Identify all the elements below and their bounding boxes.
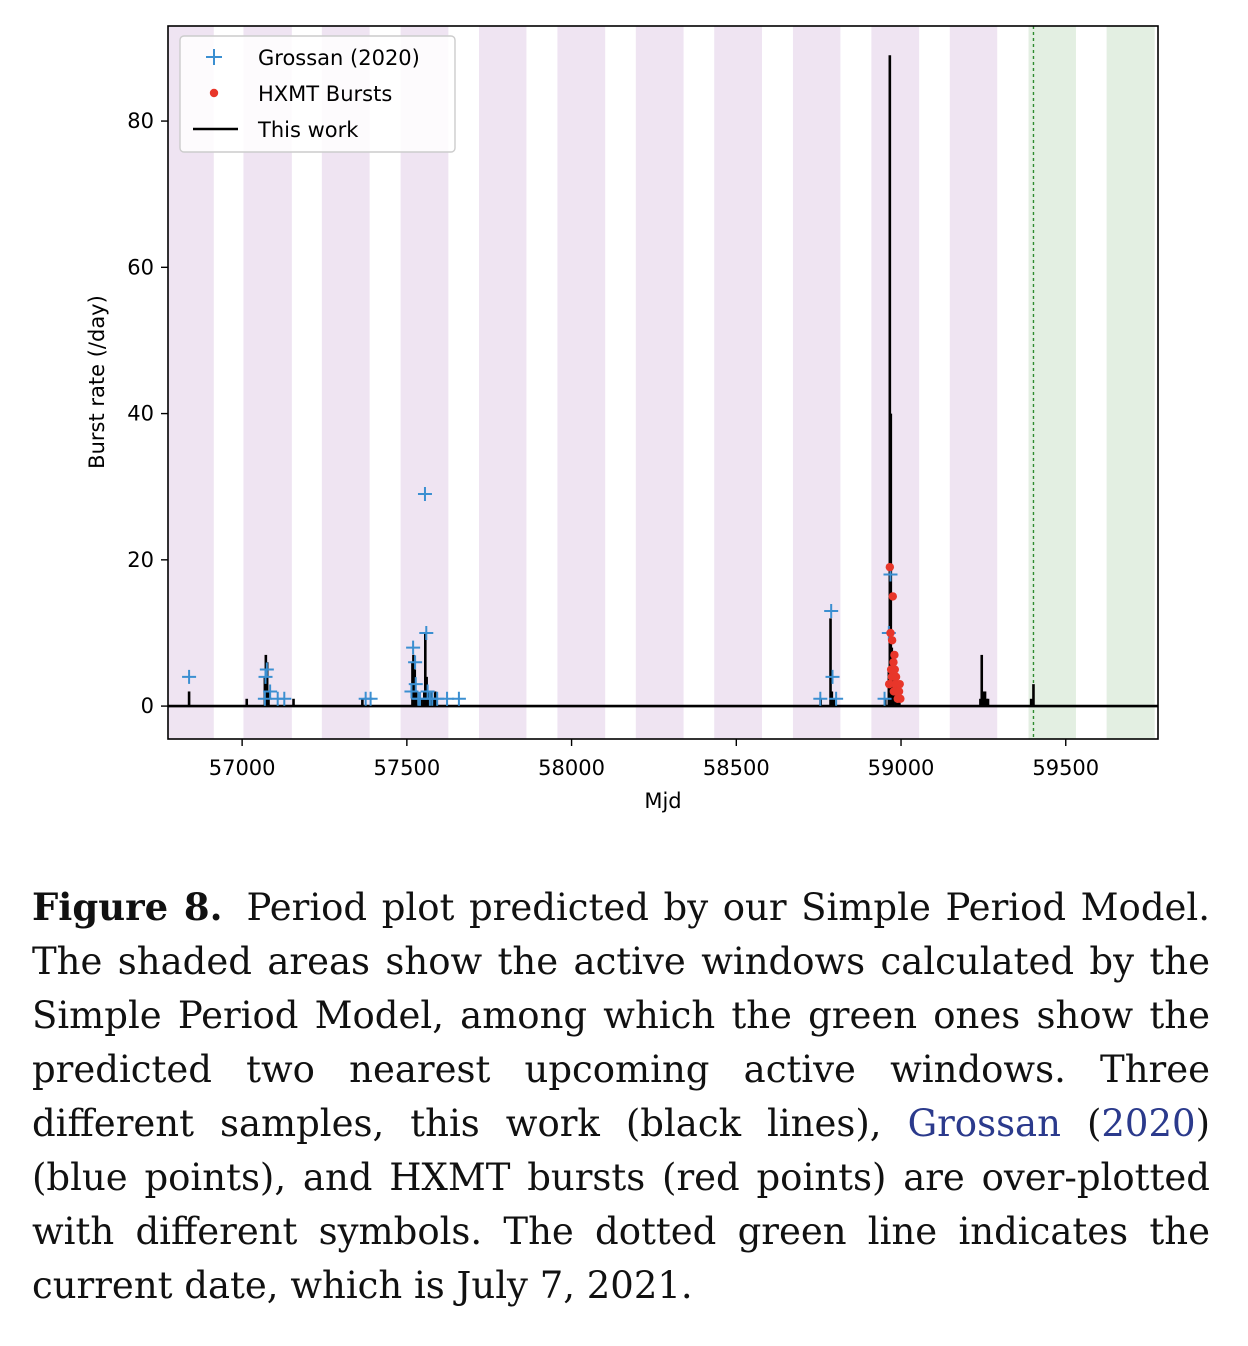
hxmt-point-9: [890, 650, 899, 660]
grossan-point-25: [825, 669, 840, 684]
legend-box: [179, 35, 456, 153]
citation-author-link[interactable]: Grossan: [907, 1102, 1061, 1145]
x-tick-label-5: 59500: [1032, 756, 1099, 780]
hxmt-point-12: [891, 672, 901, 682]
grossan-point-9: [404, 684, 419, 699]
plot-frame: [167, 25, 1159, 740]
y-axis-label: Burst rate (/day): [85, 295, 109, 469]
y-tick-label-0: 0: [141, 694, 154, 718]
grossan-point-6: [277, 691, 292, 706]
legend-plus-marker: [206, 49, 222, 65]
caption-text-1: Period plot predicted by our Simple Peri…: [32, 886, 1211, 1145]
caption-text-2: (: [1060, 1102, 1102, 1145]
grossan-point-27: [877, 691, 892, 706]
grossan-point-26: [829, 691, 844, 706]
y-tick-label-2: 40: [127, 402, 154, 426]
x-tick-label-3: 58500: [703, 756, 770, 780]
grossan-point-23: [813, 691, 828, 706]
x-tick-label-2: 58000: [538, 756, 605, 780]
grossan-point-22: [451, 691, 466, 706]
y-tick-label-3: 60: [127, 255, 154, 279]
active-window-green-1: [1106, 26, 1155, 739]
grossan-point-12: [408, 677, 423, 692]
active-window-purple-5: [557, 26, 606, 739]
active-window-purple-8: [792, 26, 841, 739]
legend-label-hxmt: HXMT Bursts: [258, 82, 392, 106]
hxmt-point-5: [887, 636, 897, 645]
x-tick-label-0: 57000: [209, 756, 276, 780]
hxmt-point-0: [884, 679, 894, 689]
y-tick-label-1: 20: [127, 548, 154, 572]
legend-label-grossan: Grossan (2020): [258, 46, 420, 70]
x-tick-label-1: 57500: [373, 756, 440, 780]
grossan-point-2: [258, 669, 273, 684]
grossan-point-24: [824, 604, 839, 619]
grossan-point-15: [417, 487, 432, 502]
x-axis-label: Mjd: [644, 789, 681, 813]
x-tick-label-4: 59000: [868, 756, 935, 780]
hxmt-point-7: [889, 658, 898, 667]
axes: 57000 57500 58000 58500 59000 59500 0 20 40 60 80: [127, 109, 1099, 780]
grossan-point-4: [263, 684, 278, 699]
grossan-point-0: [182, 669, 197, 684]
legend-dot-marker: [209, 88, 219, 98]
burst-rate-chart: 57000 57500 58000 58500 59000 59500020406080 …: [85, 25, 1159, 813]
hxmt-point-2: [886, 628, 895, 638]
grossan-point-10: [406, 640, 421, 655]
active-window-purple-4: [479, 26, 527, 739]
active-window-purple-9: [871, 26, 920, 739]
legend: Grossan (2020) HXMT Bursts This work: [179, 35, 456, 153]
active-window-purple-6: [635, 26, 684, 739]
hxmt-point-1: [885, 562, 895, 572]
legend-label-this-work: This work: [257, 118, 359, 142]
active-window-purple-10: [949, 26, 998, 739]
caption-text-3: ) (blue points), and HXMT bursts (red po…: [32, 1102, 1210, 1307]
grossan-point-8: [363, 691, 378, 706]
citation-year-link[interactable]: 2020: [1101, 1102, 1196, 1145]
active-window-purple-7: [714, 26, 762, 739]
grossan-point-21: [440, 691, 455, 706]
grossan-point-11: [408, 655, 423, 670]
hxmt-point-10: [890, 665, 899, 674]
hxmt-point-17: [894, 687, 904, 696]
figure-caption: Figure 8. Period plot predicted by our Si…: [32, 880, 1210, 1313]
figure-label: Figure 8.: [32, 885, 223, 929]
active-window-green-0: [1028, 26, 1076, 739]
data-series: [168, 55, 1158, 708]
grossan-point-16: [419, 625, 434, 640]
grossan-point-1: [257, 691, 272, 706]
hxmt-point-19: [896, 694, 905, 703]
y-tick-label-4: 80: [127, 109, 154, 133]
hxmt-point-18: [895, 679, 904, 689]
grossan-point-17: [420, 684, 435, 699]
grossan-point-3: [259, 662, 274, 677]
hxmt-point-6: [888, 592, 897, 601]
